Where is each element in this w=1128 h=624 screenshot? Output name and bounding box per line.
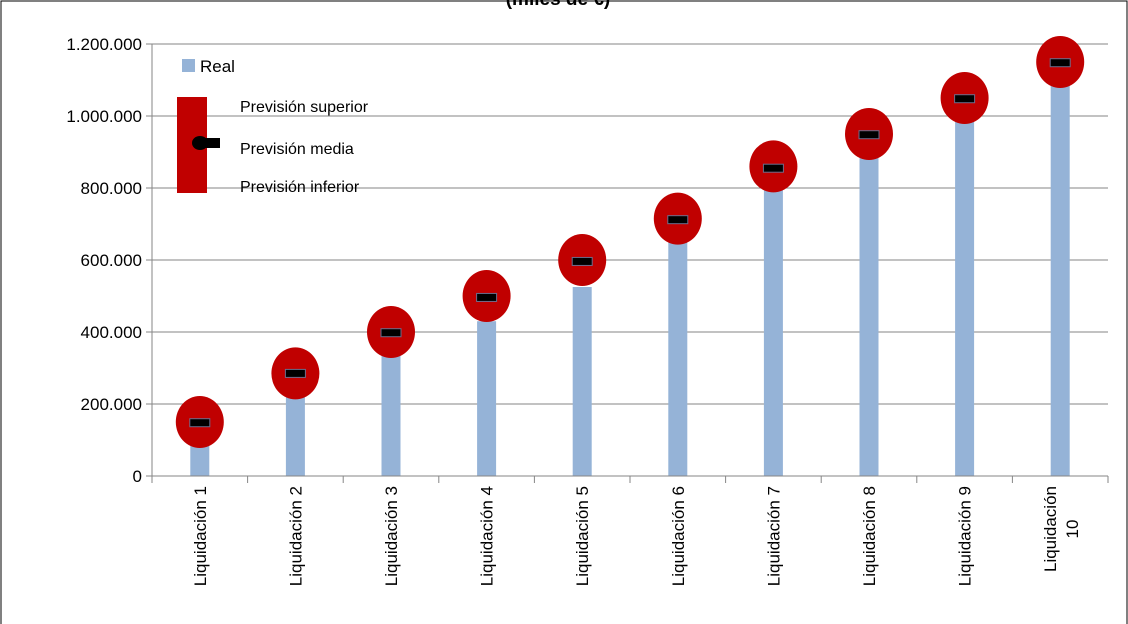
x-tick-label: Liquidación 3 [382,486,401,586]
legend-label-media: Previsión media [240,141,354,158]
y-tick-label: 1.200.000 [66,35,142,54]
marker-prevision-media [380,328,402,338]
x-tick-label: Liquidación 8 [860,486,879,586]
bar-real [190,441,210,476]
bar-real [1050,80,1070,476]
bar-real [477,321,497,476]
bar-real [763,188,783,476]
x-tick-label: Liquidación 5 [573,486,592,586]
marker-prevision-media [189,418,211,428]
x-tick-label: Liquidación 2 [286,486,305,586]
chart-title: (miles de €) [506,0,611,10]
legend-label-superior: Previsión superior [240,99,369,116]
bar-series-real [190,80,1070,476]
bar-real [668,242,688,476]
legend-label-real: Real [200,57,235,76]
bar-real [285,389,305,476]
bar-real [381,355,401,476]
y-tick-label: 1.000.000 [66,107,142,126]
legend-swatch-forecast-mean-bar [200,138,220,148]
y-tick-label: 0 [133,467,142,486]
x-tick-label: Liquidación 4 [478,486,497,586]
marker-prevision-media [762,163,784,173]
x-axis: Liquidación 1 Liquidación 2 Liquidación 3 L… [151,475,1109,586]
marker-prevision-media [476,292,498,302]
x-tick-label: Liquidación 10 [1041,486,1082,572]
bar-real [859,155,879,476]
legend-label-inferior: Previsión inferior [240,179,360,196]
marker-prevision-media [284,368,306,378]
y-tick-label: 800.000 [81,179,142,198]
x-tick-label: Liquidación 6 [669,486,688,586]
marker-prevision-media [571,256,593,266]
marker-prevision-media [954,94,976,104]
marker-prevision-media [667,215,689,225]
gridlines [152,43,1108,405]
y-tick-label: 200.000 [81,395,142,414]
bar-real [955,116,975,476]
y-tick-label: 600.000 [81,251,142,270]
forecast-markers [175,36,1085,448]
x-tick-label: Liquidación 1 [191,486,210,586]
marker-prevision-media [1049,58,1071,68]
x-tick-label: Liquidación 9 [956,486,975,586]
marker-prevision-media [858,130,880,140]
x-tick-label: Liquidación 7 [764,486,783,586]
legend-swatch-real [182,59,195,72]
y-axis: 0 200.000 400.000 600.000 800.000 1.000.000 1.… [66,35,153,486]
bar-real [572,287,592,476]
y-tick-label: 400.000 [81,323,142,342]
legend: Real Previsión superior Previsión media … [177,57,369,196]
